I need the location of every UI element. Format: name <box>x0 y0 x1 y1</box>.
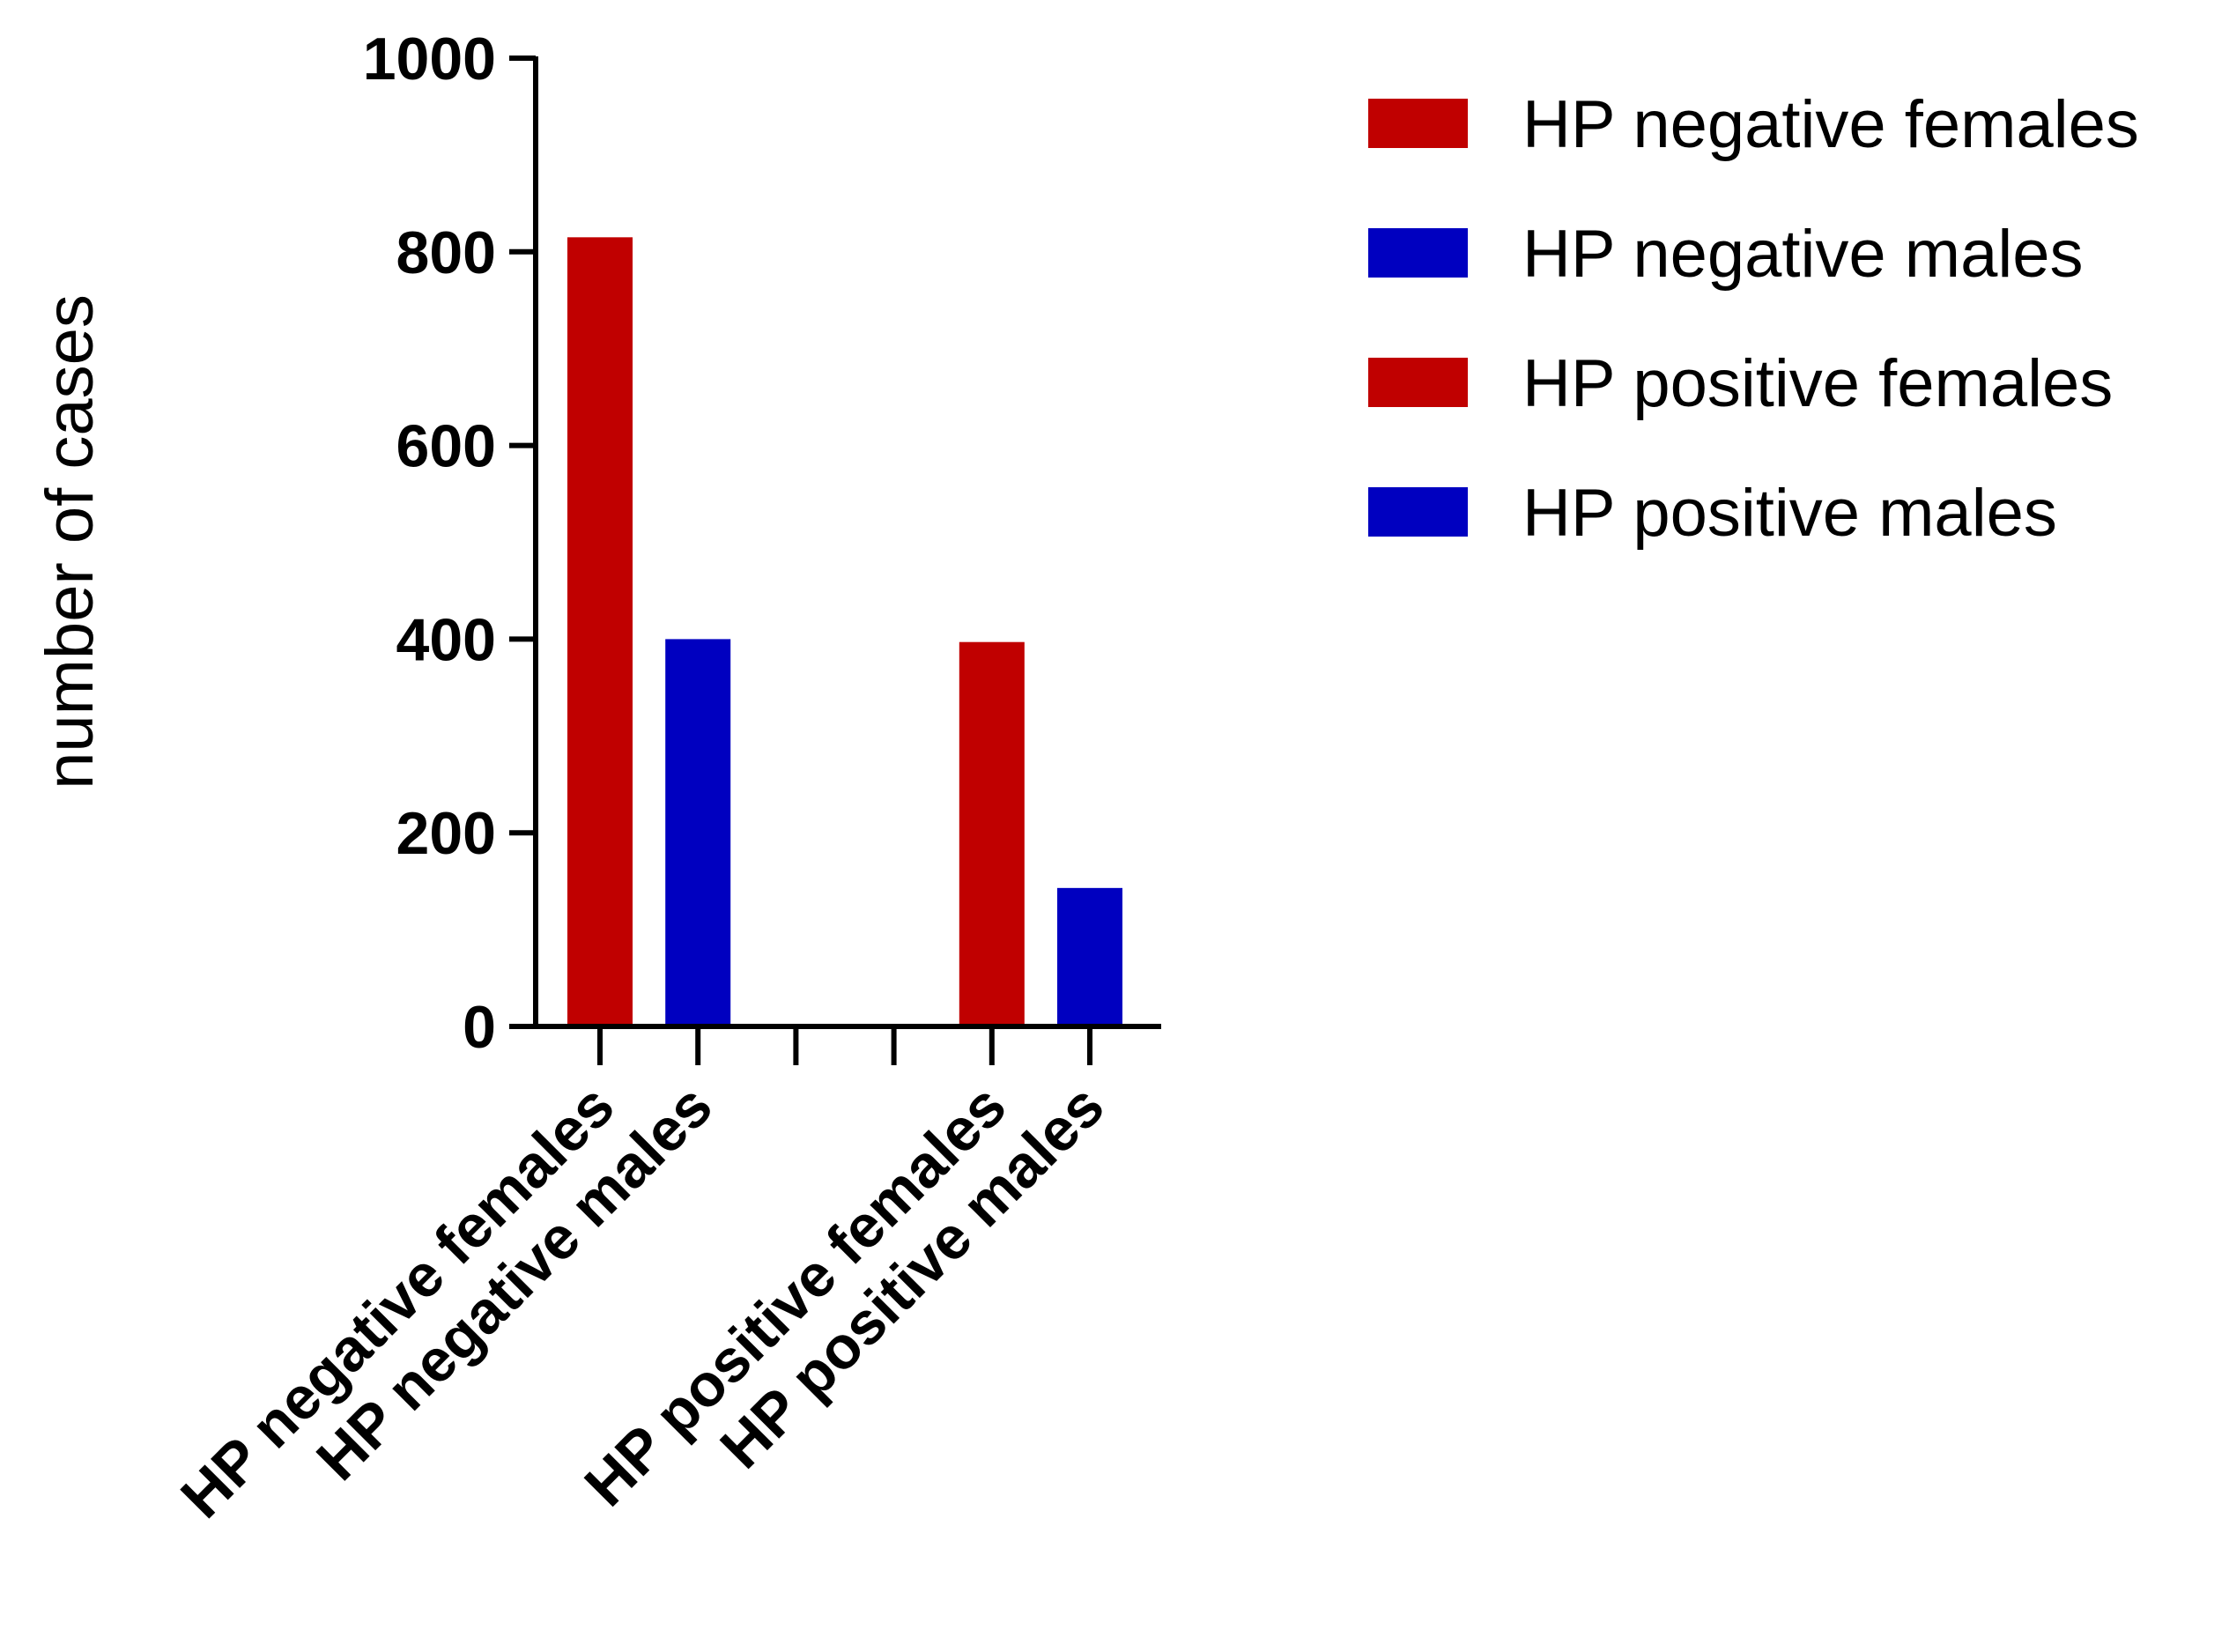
y-tick-label: 800 <box>396 219 496 286</box>
legend-item-label: HP negative males <box>1522 217 2084 292</box>
y-tick-label: 0 <box>463 994 496 1061</box>
y-tick-label: 400 <box>396 606 496 673</box>
y-axis-label: number of cases <box>33 294 107 789</box>
y-tick-label: 200 <box>396 800 496 867</box>
x-category-label: HP negative females <box>168 1072 627 1531</box>
legend-swatch <box>1368 487 1468 537</box>
bar <box>567 237 633 1024</box>
bar <box>1057 887 1122 1024</box>
legend-item-label: HP positive females <box>1522 346 2113 421</box>
legend-item-label: HP negative females <box>1522 87 2139 162</box>
y-tick-label: 600 <box>396 413 496 480</box>
legend-swatch <box>1368 99 1468 148</box>
bar <box>665 639 731 1024</box>
y-tick-label: 1000 <box>363 26 496 93</box>
legend: HP negative females HP negative males HP p… <box>1368 87 2139 551</box>
legend-item-label: HP positive males <box>1522 476 2057 551</box>
bar <box>959 641 1025 1024</box>
legend-swatch <box>1368 358 1468 407</box>
legend-swatch <box>1368 228 1468 278</box>
